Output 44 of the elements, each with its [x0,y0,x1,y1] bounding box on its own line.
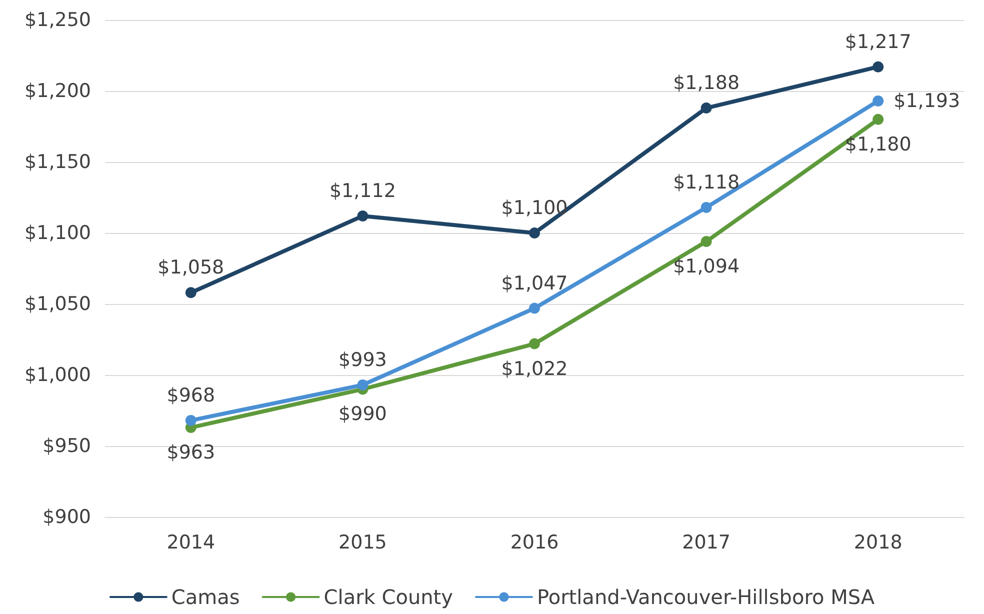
point [529,338,540,350]
y-tick-label: $900 [42,506,91,528]
data-label: $1,047 [501,272,568,294]
data-label: $1,022 [501,358,568,380]
y-tick-label: $1,250 [24,9,91,31]
data-label: $990 [338,403,387,426]
point [185,414,196,426]
data-label: $968 [166,384,216,406]
data-label: $1,217 [844,30,912,53]
point [529,228,540,238]
data-label: $1,058 [158,256,224,279]
point [185,287,196,298]
point [700,102,712,114]
x-tick-label: 2018 [854,532,902,554]
y-tick-label: $1,200 [24,80,91,102]
data-label: $1,100 [501,197,568,219]
point [529,302,540,314]
point [357,379,368,390]
point [700,236,712,248]
y-tick-label: $1,100 [24,222,91,244]
point [700,202,712,213]
y-tick-label: $1,000 [24,364,91,386]
x-tick-label: 2015 [338,532,387,554]
point [872,95,884,106]
data-label: $1,188 [673,72,740,94]
point [357,210,368,222]
data-label: $1,112 [329,180,396,202]
y-tick-label: $1,050 [24,293,91,315]
point [872,114,884,125]
data-label: $1,118 [673,171,740,194]
legend-label: Portland-Vancouver-Hillsboro MSA [536,585,875,609]
data-label: $1,094 [673,256,740,278]
data-label: $1,180 [844,133,912,156]
x-tick-label: 2014 [166,532,216,554]
y-tick-label: $1,150 [24,151,91,173]
data-label: $993 [338,348,387,371]
legend-label: Camas [171,585,240,609]
legend-label: Clark County [324,585,454,609]
x-tick-label: 2016 [510,532,559,554]
point [872,61,884,72]
y-tick-label: $950 [42,435,91,457]
data-label: $1,193 [894,90,960,112]
x-tick-label: 2017 [682,532,730,554]
data-label: $963 [166,442,216,464]
